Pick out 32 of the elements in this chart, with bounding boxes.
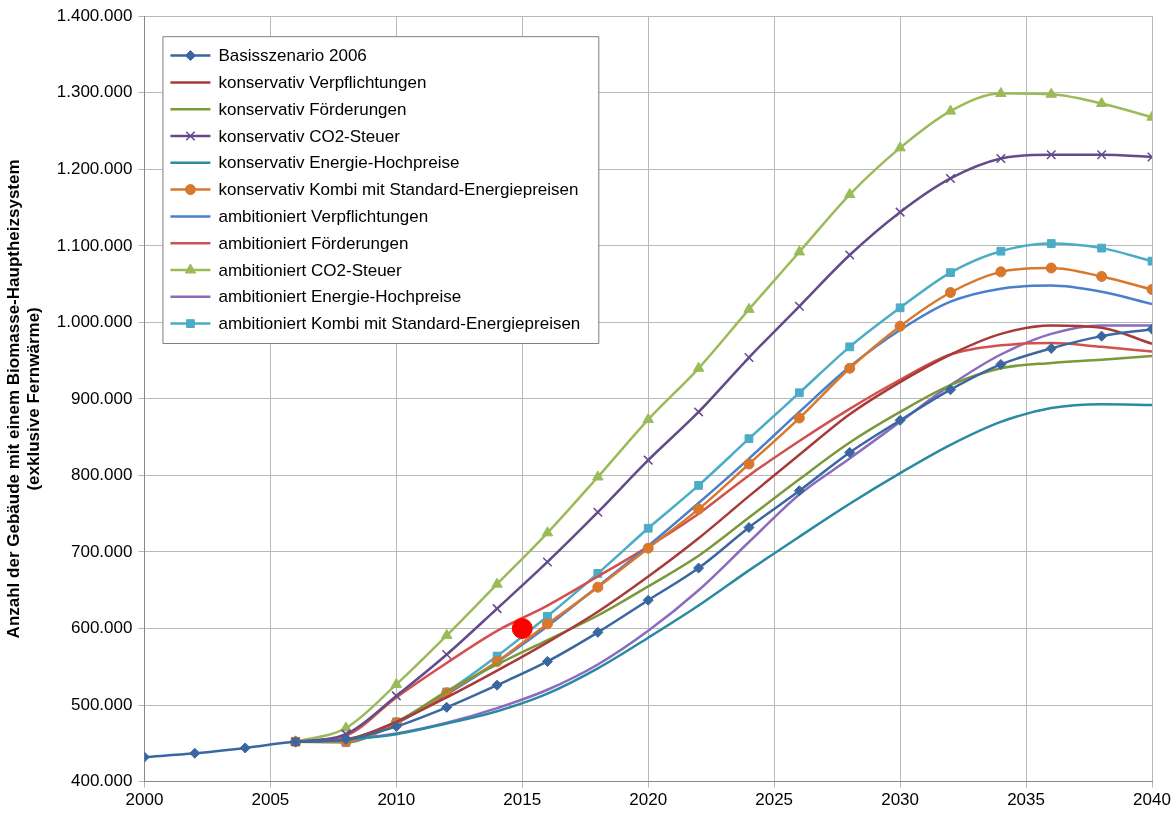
legend-label: konservativ CO2-Steuer <box>218 126 401 146</box>
y-tick-label: 1.300.000 <box>56 82 133 102</box>
legend-label: ambitioniert Verpflichtungen <box>218 207 429 227</box>
legend-label: ambitioniert Energie-Hochpreise <box>218 287 462 307</box>
y-axis-title: Anzahl der Gebäude mit einem Biomasse-Hauptheizsystem (exklusive Fernwärme) <box>3 159 44 639</box>
y-tick-label: 900.000 <box>70 388 133 408</box>
y-tick-label: 500.000 <box>70 694 133 714</box>
legend-label: ambitioniert Kombi mit Standard-Energiepreisen <box>218 314 581 334</box>
y-tick-label: 1.100.000 <box>56 235 133 255</box>
x-tick-label: 2000 <box>125 790 164 810</box>
legend-label: konservativ Kombi mit Standard-Energiepreisen <box>218 180 579 200</box>
y-tick-label: 600.000 <box>70 618 133 638</box>
x-tick-label: 2005 <box>251 790 290 810</box>
x-tick-label: 2020 <box>629 790 668 810</box>
x-tick-label: 2015 <box>503 790 542 810</box>
legend-label: konservativ Förderungen <box>218 99 407 119</box>
x-tick-label: 2025 <box>755 790 794 810</box>
legend-label: ambitioniert CO2-Steuer <box>218 260 403 280</box>
x-tick-label: 2010 <box>377 790 416 810</box>
y-tick-label: 1.400.000 <box>56 5 133 25</box>
legend-label: Basisszenario 2006 <box>218 46 367 66</box>
x-tick-label: 2040 <box>1133 790 1171 810</box>
x-tick-label: 2030 <box>881 790 920 810</box>
legend-label: ambitioniert Förderungen <box>218 233 409 253</box>
y-tick-label: 700.000 <box>70 541 133 561</box>
y-tick-label: 1.200.000 <box>56 158 133 178</box>
y-tick-label: 800.000 <box>70 465 133 485</box>
x-tick-label: 2035 <box>1007 790 1045 810</box>
legend-label: konservativ Energie-Hochpreise <box>218 153 460 173</box>
legend-label: konservativ Verpflichtungen <box>218 73 427 93</box>
y-tick-label: 400.000 <box>70 771 133 791</box>
y-tick-label: 1.000.000 <box>56 312 133 332</box>
